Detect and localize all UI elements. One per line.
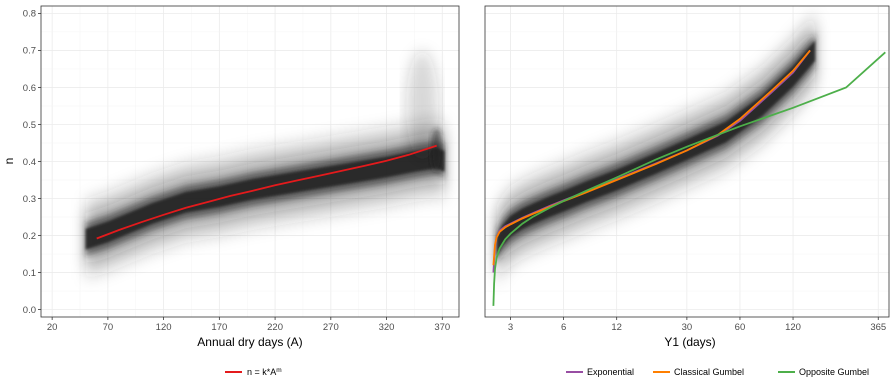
legend-label: n = k*Am [247, 367, 282, 378]
legend-label: Classical Gumbel [674, 367, 744, 377]
series-line-3 [492, 51, 886, 306]
scatter-density-left [85, 50, 445, 280]
scatter-density-layer-4 [496, 40, 816, 257]
x-tick-label: 370 [434, 322, 450, 333]
legend-left: n = k*Am [225, 367, 282, 378]
x-tick-label: 6 [561, 322, 566, 333]
x-tick-label: 30 [682, 322, 693, 333]
panel-right: 3 6 12 30 60 120 365 Y1 (days) [484, 5, 890, 349]
x-axis-ticks-right: 3 6 12 30 60 120 365 [508, 317, 886, 333]
x-axis-title-right: Y1 (days) [664, 335, 715, 349]
x-axis-title-left: Annual dry days (A) [197, 335, 302, 349]
x-tick-label: 3 [508, 322, 513, 333]
x-tick-label: 365 [870, 322, 886, 333]
x-tick-label: 270 [323, 322, 339, 333]
y-tick-label: 0.8 [23, 9, 36, 20]
series-line-1 [96, 144, 437, 240]
x-tick-label: 20 [47, 322, 58, 333]
y-axis-title-left: n [2, 158, 16, 165]
x-tick-label: 220 [267, 322, 283, 333]
fit-lines-left [96, 144, 437, 240]
y-tick-label: 0.5 [23, 120, 36, 131]
legend-label: Exponential [587, 367, 634, 377]
x-tick-label: 12 [611, 322, 622, 333]
y-tick-label: 0.4 [23, 157, 36, 168]
legend-right: Exponential Classical Gumbel Opposite Gumb… [566, 367, 869, 377]
y-tick-label: 0.7 [23, 46, 36, 57]
x-axis-ticks-left: 20 70 120 170 220 270 320 370 [47, 317, 450, 333]
x-tick-label: 60 [735, 322, 746, 333]
y-tick-label: 0.0 [23, 305, 36, 316]
panel-left: 20 70 120 170 220 270 320 370 0.00.10.20.30.40.… [2, 5, 460, 349]
legend-label: Opposite Gumbel [799, 367, 869, 377]
y-tick-label: 0.1 [23, 268, 36, 279]
x-tick-label: 170 [211, 322, 227, 333]
x-tick-label: 120 [785, 322, 801, 333]
y-tick-label: 0.3 [23, 194, 36, 205]
y-tick-label: 0.6 [23, 83, 36, 94]
y-tick-label: 0.2 [23, 231, 36, 242]
fit-lines-right [492, 49, 886, 306]
scatter-density-layer-4 [85, 147, 445, 250]
y-axis-ticks-left: 0.0 0.1 0.2 0.3 0.4 0.5 0.6 0.7 0.8 [23, 9, 41, 316]
x-tick-label: 70 [103, 322, 114, 333]
x-tick-label: 320 [379, 322, 395, 333]
scatter-edge-cluster [430, 128, 443, 173]
scatter-outlier-cloud [406, 50, 439, 161]
scatter-density-right [496, 9, 816, 288]
x-tick-label: 120 [156, 322, 172, 333]
